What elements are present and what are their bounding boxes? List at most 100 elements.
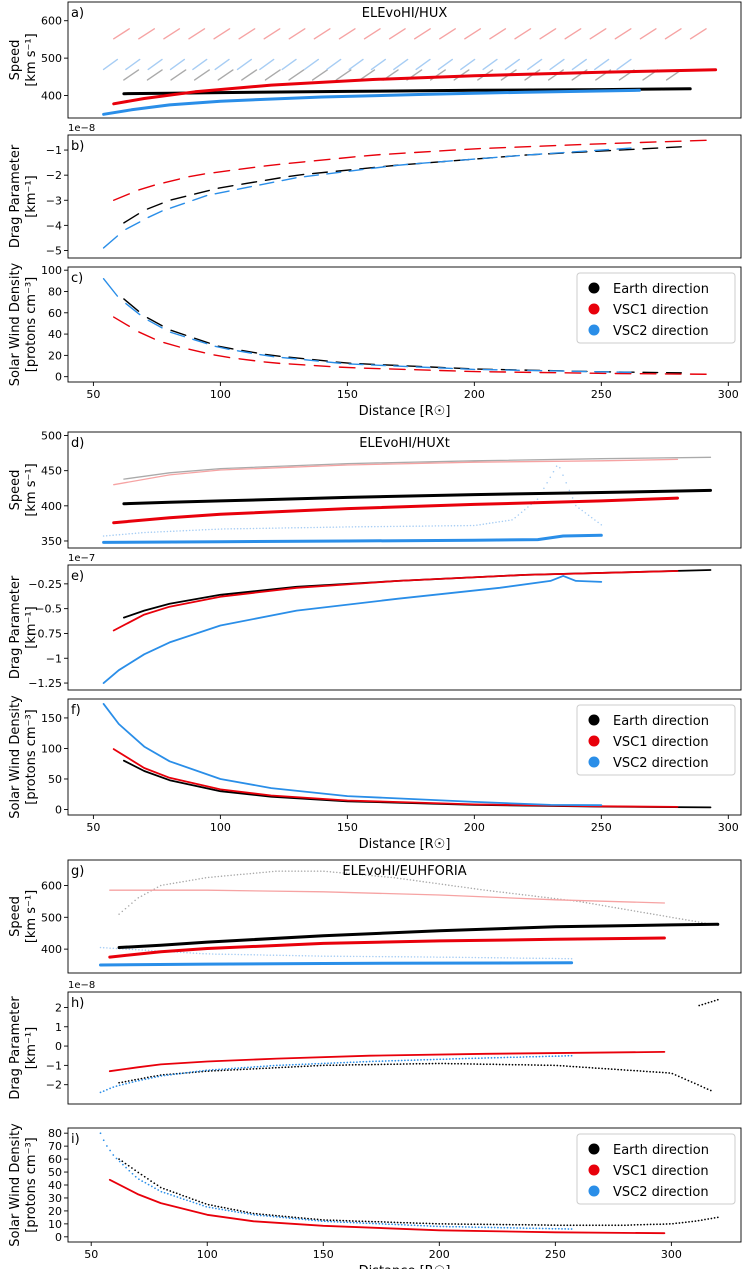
series-dash [114,317,130,326]
series-dot [141,1079,143,1081]
series-dot [160,1187,162,1189]
y-tick-label: −1 [46,1059,62,1072]
series-dot [144,1176,146,1178]
series-dot [601,524,603,526]
series-dot [385,1060,387,1062]
series-dot [294,527,296,529]
series-dot [198,1201,200,1203]
series-dot [339,526,341,528]
series-dash [265,70,280,80]
legend-label: Earth direction [613,714,709,729]
series-dot [558,1055,560,1057]
series-dot [529,1056,531,1058]
series-dot [145,1182,147,1184]
series-dot [569,490,571,492]
series-dot [163,531,165,533]
series-dot [286,1217,288,1219]
series-dot [224,1207,226,1209]
series-dash [264,362,280,363]
series-dot [189,1200,191,1202]
series-dot [334,1221,336,1223]
series-dot [432,1223,434,1225]
series-dot [250,1066,252,1068]
series-dot [234,874,236,876]
series-dot [275,1067,277,1069]
series-dash [289,162,305,164]
series-dash [572,151,586,152]
series-dot [122,911,124,913]
series-dot [340,1221,342,1223]
series-dot [675,1074,677,1076]
series-dot [542,1056,544,1058]
series-dot [183,1198,185,1200]
series-dot [263,1065,265,1067]
series-dot [627,1069,629,1071]
series-dash [164,29,180,39]
series-dash [164,179,180,183]
y-tick-label: 50 [48,773,62,786]
series-dot [714,1000,716,1002]
series-dot [548,1228,550,1230]
series-dot [493,1224,495,1226]
series-dot [416,1222,418,1224]
series-dot [382,1223,384,1225]
series-dot [304,527,306,529]
series-dot [131,1167,133,1169]
series-dot [307,870,309,872]
series-dot [432,1063,434,1065]
y-tick-label: −1 [46,652,62,665]
series-dot [352,1220,354,1222]
series-dash [665,141,681,142]
series-dot [257,954,259,956]
series-dot [234,1211,236,1213]
series-dot [558,958,560,960]
series-dot [292,955,294,957]
series-dot [500,1227,502,1229]
series-dot [356,1222,358,1224]
series-dot [430,1225,432,1227]
series-dot [361,1064,363,1066]
series-dot [369,1061,371,1063]
series-dot [318,1220,320,1222]
series-dot [688,1221,690,1223]
series-dot [519,894,521,896]
series-dot [167,1074,169,1076]
series-dot [366,1061,368,1063]
series-dot [640,1070,642,1072]
series-dot [448,1063,450,1065]
series-dash [461,369,475,370]
series-dot [359,956,361,958]
series-dot [288,527,290,529]
series-dot [611,1068,613,1070]
series-dot [494,1057,496,1059]
series-dot [471,1226,473,1228]
panel-label: a) [71,6,84,21]
series-dot [313,527,315,529]
series-dots [118,1063,711,1092]
series-dot [228,1068,230,1070]
series-dot [109,1150,111,1152]
series-dot [688,1080,690,1082]
series-dot [555,1228,557,1230]
series-dot [403,526,405,528]
series-dot [411,1059,413,1061]
series-dot [414,956,416,958]
y-tick-label: 0 [55,1231,62,1244]
series-dot [305,955,307,957]
series-dot [176,882,178,884]
series-dot [564,1055,566,1057]
series-dot [177,1073,179,1075]
x-tick-label: 100 [210,821,231,834]
series-dot [521,1064,523,1066]
series-dot [273,1065,275,1067]
series-dot [522,894,524,896]
series-dot [422,1222,424,1224]
plot-area [100,870,719,965]
series-dot [218,876,220,878]
series-dot [384,1064,386,1066]
series-dot [496,1224,498,1226]
series-dot [240,528,242,530]
series-dot [526,1227,528,1229]
